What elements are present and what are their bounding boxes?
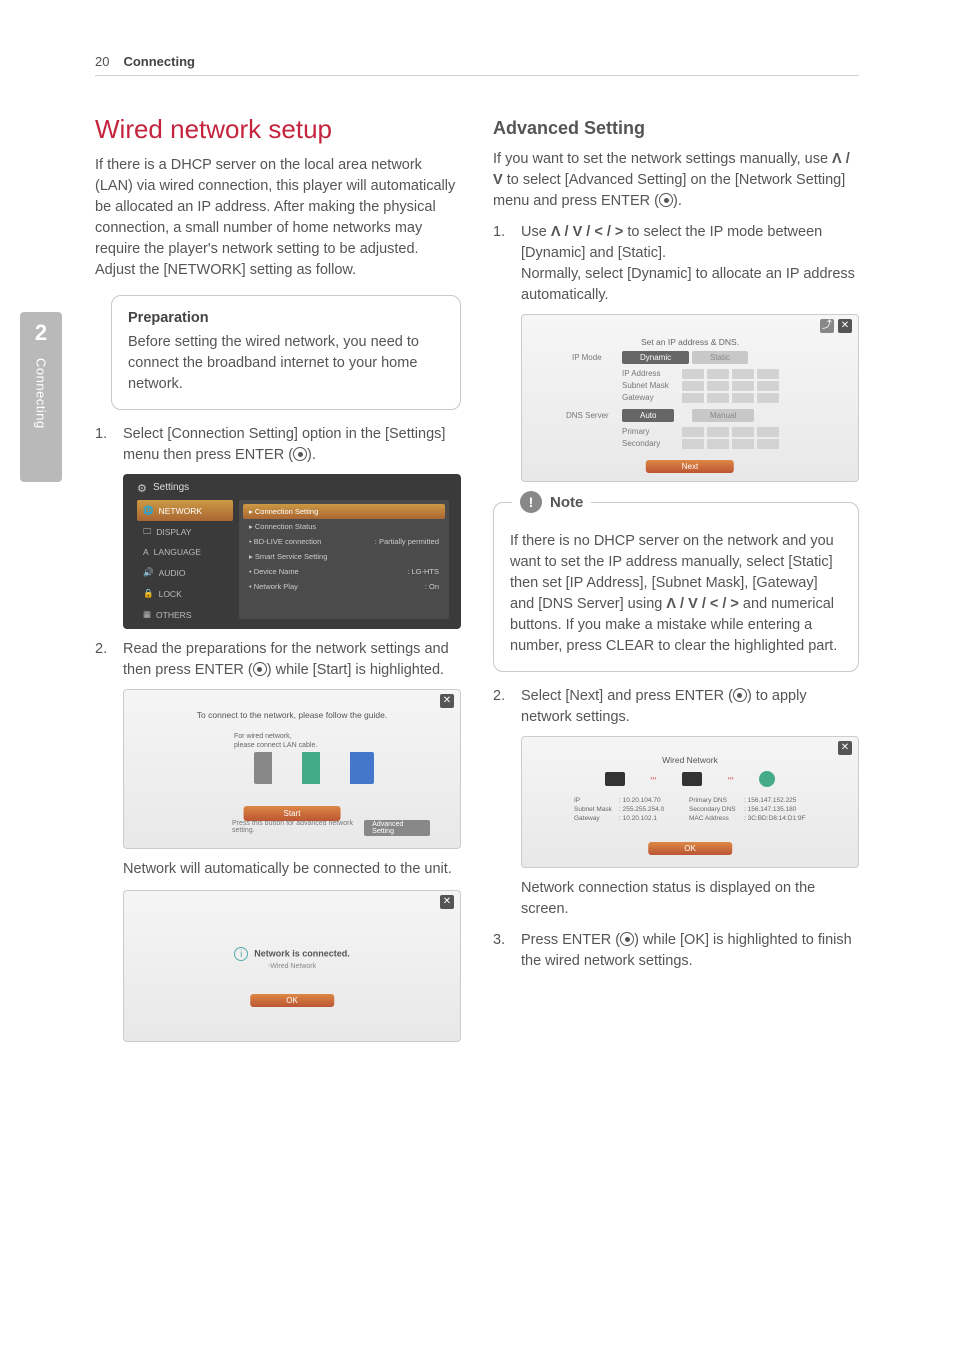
screenshot-ip-dns: ⤴ ✕ Set an IP address & DNS. IP Mode Dyn… bbox=[521, 314, 859, 482]
lbl-secondary: Secondary bbox=[622, 439, 660, 448]
page-header: 20 Connecting bbox=[95, 54, 859, 76]
step-1: Select [Connection Setting] option in th… bbox=[95, 424, 461, 466]
guide-footer: Press this button for advanced network s… bbox=[232, 820, 430, 836]
right-column: Advanced Setting If you want to set the … bbox=[493, 100, 859, 1052]
menu-language: ALANGUAGE bbox=[137, 542, 233, 562]
row-connection-setting: ▸ Connection Setting bbox=[243, 504, 445, 519]
gear-icon: ⚙ bbox=[137, 482, 147, 495]
ipdns-title: Set an IP address & DNS. bbox=[522, 337, 858, 347]
lbl-ip: IP Address bbox=[622, 369, 661, 378]
heading-advanced-setting: Advanced Setting bbox=[493, 118, 859, 139]
note-text: If there is no DHCP server on the networ… bbox=[510, 531, 842, 657]
preparation-text: Before setting the wired network, you ne… bbox=[128, 332, 444, 395]
guide-sub: For wired network, please connect LAN ca… bbox=[234, 732, 317, 750]
settings-panel: ▸ Connection Setting ▸ Connection Status… bbox=[239, 500, 449, 619]
connected-sub: -Wired Network bbox=[124, 963, 460, 970]
lbl-ipmode: IP Mode bbox=[572, 353, 602, 362]
page-section: Connecting bbox=[123, 54, 195, 69]
info-icon: i bbox=[234, 947, 248, 961]
enter-icon bbox=[293, 447, 307, 461]
lan-diagram bbox=[254, 752, 374, 784]
lbl-subnet: Subnet Mask bbox=[622, 381, 669, 390]
tab-auto: Auto bbox=[622, 409, 674, 422]
chapter-label: Connecting bbox=[34, 358, 49, 429]
settings-sidebar: 🌐NETWORK 🖵DISPLAY ALANGUAGE 🔊AUDIO 🔒LOCK… bbox=[137, 500, 233, 625]
wired-title: Wired Network bbox=[522, 755, 858, 765]
chapter-tab: 2 Connecting bbox=[20, 312, 62, 482]
settings-title: Settings bbox=[153, 482, 189, 493]
ok-button: OK bbox=[648, 842, 732, 855]
lbl-primary: Primary bbox=[622, 427, 650, 436]
status-text: Network connection status is displayed o… bbox=[493, 878, 859, 920]
lbl-gateway: Gateway bbox=[622, 393, 654, 402]
connected-text: iNetwork is connected. bbox=[124, 947, 460, 961]
adv-step-3: Press ENTER () while [OK] is highlighted… bbox=[493, 930, 859, 972]
left-column: Wired network setup If there is a DHCP s… bbox=[95, 100, 461, 1052]
enter-icon bbox=[620, 932, 634, 946]
close-icon: ✕ bbox=[838, 319, 852, 333]
adv-step-2: Select [Next] and press ENTER () to appl… bbox=[493, 686, 859, 728]
adv-step-1: Use Λ / V / < / > to select the IP mode … bbox=[493, 222, 859, 306]
guide-hint: To connect to the network, please follow… bbox=[124, 710, 460, 720]
enter-icon bbox=[733, 688, 747, 702]
tab-manual: Manual bbox=[692, 409, 754, 422]
tab-dynamic: Dynamic bbox=[622, 351, 689, 364]
note-box: ! Note If there is no DHCP server on the… bbox=[493, 502, 859, 672]
menu-others: ▦OTHERS bbox=[137, 604, 233, 625]
screenshot-connect-guide: ✕ To connect to the network, please foll… bbox=[123, 689, 461, 849]
step-2: Read the preparations for the network se… bbox=[95, 639, 461, 681]
screenshot-connected: ✕ iNetwork is connected. -Wired Network … bbox=[123, 890, 461, 1042]
preparation-box: Preparation Before setting the wired net… bbox=[111, 295, 461, 410]
enter-icon bbox=[659, 193, 673, 207]
start-button: Start bbox=[244, 806, 341, 821]
lbl-dnsserver: DNS Server bbox=[566, 411, 609, 420]
advanced-setting-button: Advanced Setting bbox=[364, 820, 430, 836]
screenshot-network-status: ✕ Wired Network ›››››› IP: 10.20.104.70 … bbox=[521, 736, 859, 868]
menu-display: 🖵DISPLAY bbox=[137, 521, 233, 542]
page-number: 20 bbox=[95, 54, 109, 69]
close-icon: ✕ bbox=[440, 895, 454, 909]
note-label: ! Note bbox=[512, 491, 591, 513]
menu-lock: 🔒LOCK bbox=[137, 583, 233, 604]
next-button: Next bbox=[646, 460, 734, 473]
network-values: IP: 10.20.104.70 Primary DNS: 156.147.15… bbox=[574, 797, 806, 822]
network-diagram: ›››››› bbox=[592, 769, 788, 789]
close-icon: ✕ bbox=[440, 694, 454, 708]
screenshot-settings-menu: ⚙ Settings 🌐NETWORK 🖵DISPLAY ALANGUAGE 🔊… bbox=[123, 474, 461, 629]
tab-static: Static bbox=[692, 351, 748, 364]
ok-button: OK bbox=[250, 994, 334, 1007]
menu-network: 🌐NETWORK bbox=[137, 500, 233, 521]
heading-wired-network-setup: Wired network setup bbox=[95, 114, 461, 145]
menu-audio: 🔊AUDIO bbox=[137, 562, 233, 583]
advanced-intro: If you want to set the network settings … bbox=[493, 149, 859, 212]
close-icon: ✕ bbox=[838, 741, 852, 755]
preparation-title: Preparation bbox=[128, 310, 444, 326]
back-icon: ⤴ bbox=[820, 319, 834, 333]
enter-icon bbox=[253, 662, 267, 676]
note-icon: ! bbox=[520, 491, 542, 513]
intro-paragraph: If there is a DHCP server on the local a… bbox=[95, 155, 461, 281]
chapter-number: 2 bbox=[35, 320, 47, 346]
auto-connect-text: Network will automatically be connected … bbox=[95, 859, 461, 880]
